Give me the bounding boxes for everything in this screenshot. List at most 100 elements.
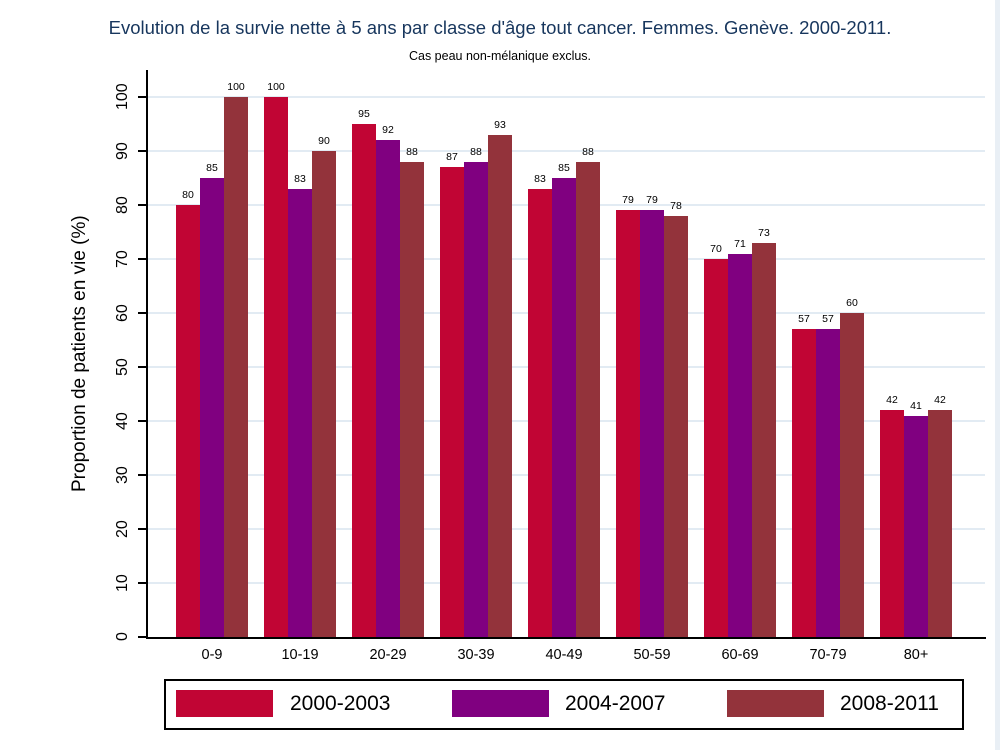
bar-value-2004-2007-80+: 41: [910, 399, 922, 412]
bar-2004-2007-30-39: [464, 161, 488, 637]
y-tick-label-20: 20: [114, 520, 131, 538]
y-tick-40: [138, 420, 147, 422]
bar-2008-2011-10-19: [312, 151, 336, 637]
bar-value-2004-2007-20-29: 92: [382, 124, 394, 137]
bar-2004-2007-0-9: [200, 178, 224, 637]
x-category-label-50-59: 50-59: [633, 647, 671, 663]
x-category-label-30-39: 30-39: [457, 647, 495, 663]
bar-value-2008-2011-20-29: 88: [406, 145, 418, 158]
bar-2008-2011-80+: [928, 410, 952, 637]
bar-value-2000-2003-60-69: 70: [710, 243, 722, 255]
bar-value-2008-2011-50-59: 78: [670, 199, 682, 212]
bar-value-2000-2003-30-39: 87: [446, 151, 458, 164]
bar-2008-2011-50-59: [664, 215, 688, 637]
chart-title: Evolution de la survie nette à 5 ans par…: [108, 17, 892, 38]
y-tick-label-70: 70: [114, 250, 131, 268]
bar-2008-2011-60-69: [752, 242, 776, 637]
bar-2000-2003-40-49: [528, 188, 552, 637]
legend-label-2008-2011: 2008-2011: [840, 692, 939, 715]
bar-value-2004-2007-50-59: 79: [646, 194, 658, 207]
x-category-label-70-79: 70-79: [809, 647, 847, 663]
legend-label-2004-2007: 2004-2007: [565, 692, 666, 715]
x-category-label-10-19: 10-19: [281, 647, 319, 663]
bar-value-2000-2003-50-59: 79: [622, 194, 634, 207]
bar-value-2004-2007-40-49: 85: [558, 162, 570, 174]
bar-value-2000-2003-10-19: 100: [267, 81, 285, 93]
gridline-90: [148, 150, 985, 152]
y-tick-label-60: 60: [114, 304, 131, 322]
y-tick-label-50: 50: [114, 358, 131, 376]
bar-value-2004-2007-30-39: 88: [470, 145, 482, 158]
bar-value-2008-2011-40-49: 88: [582, 145, 594, 158]
y-tick-0: [138, 636, 147, 638]
bar-value-2008-2011-10-19: 90: [318, 135, 330, 147]
y-tick-70: [138, 258, 147, 260]
bar-2000-2003-0-9: [176, 205, 200, 637]
bar-2004-2007-40-49: [552, 178, 576, 637]
y-tick-60: [138, 312, 147, 314]
bar-2000-2003-20-29: [352, 124, 376, 637]
x-category-label-60-69: 60-69: [721, 647, 759, 663]
legend-swatch-2000-2003: [176, 690, 273, 717]
bar-2004-2007-20-29: [376, 140, 400, 637]
bar-value-2008-2011-30-39: 93: [494, 118, 506, 131]
bar-value-2000-2003-40-49: 83: [534, 172, 546, 185]
bar-value-2000-2003-20-29: 95: [358, 108, 370, 120]
y-tick-20: [138, 528, 147, 530]
y-axis-line: [146, 70, 148, 638]
bar-value-2000-2003-0-9: 80: [182, 189, 194, 201]
y-tick-80: [138, 204, 147, 206]
bar-2008-2011-40-49: [576, 161, 600, 637]
x-category-label-0-9: 0-9: [201, 647, 223, 663]
bar-value-2000-2003-80+: 42: [886, 394, 898, 407]
gridline-100: [148, 96, 985, 98]
bar-2004-2007-60-69: [728, 253, 752, 637]
bar-2008-2011-0-9: [224, 97, 248, 637]
legend-swatch-2008-2011: [727, 690, 824, 717]
bar-2000-2003-80+: [880, 410, 904, 637]
bar-2000-2003-10-19: [264, 97, 288, 637]
bar-value-2008-2011-0-9: 100: [227, 81, 245, 93]
y-tick-label-80: 80: [114, 196, 131, 214]
bar-value-2000-2003-70-79: 57: [798, 313, 810, 326]
y-tick-100: [138, 96, 147, 98]
bar-2004-2007-10-19: [288, 188, 312, 637]
y-tick-30: [138, 474, 147, 476]
y-tick-label-40: 40: [114, 412, 131, 430]
legend-swatch-2004-2007: [452, 690, 549, 717]
y-tick-label-100: 100: [114, 83, 131, 111]
bar-2000-2003-60-69: [704, 259, 728, 637]
bar-value-2008-2011-60-69: 73: [758, 226, 770, 239]
bar-2004-2007-50-59: [640, 210, 664, 637]
bar-2000-2003-70-79: [792, 329, 816, 637]
bar-value-2004-2007-0-9: 85: [206, 162, 218, 174]
x-category-label-80+: 80+: [903, 647, 929, 663]
y-tick-label-0: 0: [114, 632, 131, 642]
y-tick-label-30: 30: [114, 466, 131, 484]
bar-value-2004-2007-10-19: 83: [294, 172, 306, 185]
x-axis-line: [146, 637, 986, 639]
y-tick-90: [138, 150, 147, 152]
bar-2008-2011-20-29: [400, 161, 424, 637]
bar-2000-2003-30-39: [440, 167, 464, 637]
y-tick-10: [138, 582, 147, 584]
legend-label-2000-2003: 2000-2003: [290, 692, 391, 715]
right-edge-strip: [995, 0, 1000, 750]
y-axis-title: Proportion de patients en vie (%): [69, 215, 90, 492]
bar-value-2008-2011-70-79: 60: [846, 297, 858, 309]
bar-2008-2011-30-39: [488, 134, 512, 637]
x-category-label-40-49: 40-49: [545, 647, 583, 663]
bar-2008-2011-70-79: [840, 313, 864, 637]
y-tick-label-10: 10: [114, 574, 131, 592]
y-tick-label-90: 90: [114, 142, 131, 160]
bar-2004-2007-80+: [904, 415, 928, 637]
bar-2004-2007-70-79: [816, 329, 840, 637]
bar-2000-2003-50-59: [616, 210, 640, 637]
bar-value-2004-2007-70-79: 57: [822, 313, 834, 326]
y-tick-50: [138, 366, 147, 368]
legend: 2000-2003 2004-2007 2008-2011: [164, 679, 964, 730]
bar-value-2008-2011-80+: 42: [934, 394, 946, 407]
chart-subtitle: Cas peau non-mélanique exclus.: [408, 49, 592, 63]
x-category-label-20-29: 20-29: [369, 647, 407, 663]
